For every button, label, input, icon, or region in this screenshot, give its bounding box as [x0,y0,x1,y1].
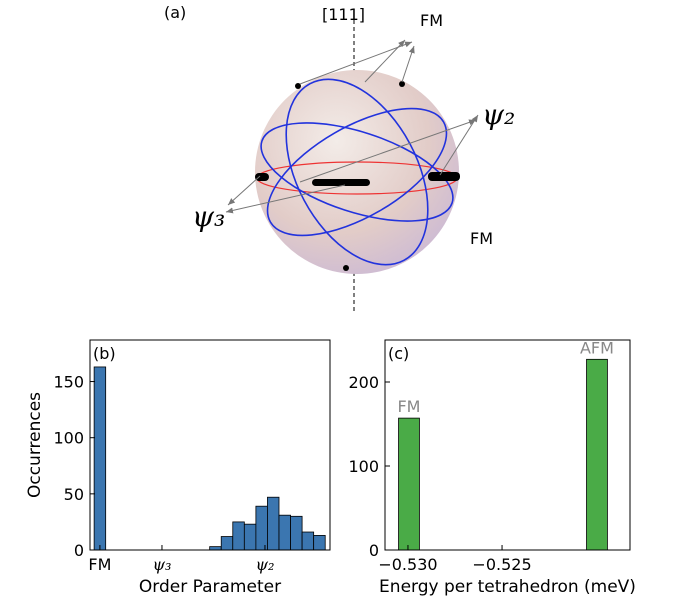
x-axis-label: Order Parameter [139,577,281,597]
states [255,81,460,271]
y-tick-label: 50 [64,485,84,504]
bar [301,531,315,551]
sphere [255,70,459,274]
great-circle [285,78,429,266]
arrows [225,39,479,214]
y-tick-label: 100 [348,457,379,476]
x-tick-label: ψ₃ [152,555,171,574]
y-tick-label: 0 [369,541,379,560]
bar [278,514,291,551]
panel-label: (c) [388,344,409,363]
great-circle [260,122,454,222]
y-axis-label: Occurrences [25,392,45,498]
bar [232,521,245,551]
state-label: ψ₂ [482,98,515,131]
bar-label: FM [397,397,420,416]
y-tick-label: 0 [74,541,84,560]
y-tick-label: 200 [348,373,379,392]
bar [313,535,326,551]
x-axis-label: Energy per tetrahedron (meV) [379,577,636,597]
y-tick-label: 150 [53,373,84,392]
bar [290,515,303,551]
axes-frame [89,339,331,551]
y-tick-label: 100 [53,429,84,448]
panel-label: (a) [164,3,186,22]
bar [586,358,608,551]
axis-label: [111] [322,5,365,24]
bar [267,496,280,551]
state-label: FM [470,229,493,248]
bar-label: AFM [580,338,614,357]
x-tick-label: FM [88,555,111,574]
sphere-panel: (a) [111] FM ψ₂ ψ₃ FM [164,3,515,312]
x-tick-label: −0.525 [472,555,531,574]
bar [220,536,234,551]
panel-label: (b) [93,344,116,363]
bar [243,523,257,551]
x-tick-label: −0.530 [378,555,437,574]
x-tick-label: ψ₂ [255,555,274,574]
great-circle [266,107,448,237]
state-label: ψ₃ [192,200,225,233]
bar [93,366,107,551]
state-label: FM [420,11,443,30]
bar [255,505,268,551]
axes-frame [384,339,631,551]
bar [209,546,222,551]
bar [398,417,420,551]
